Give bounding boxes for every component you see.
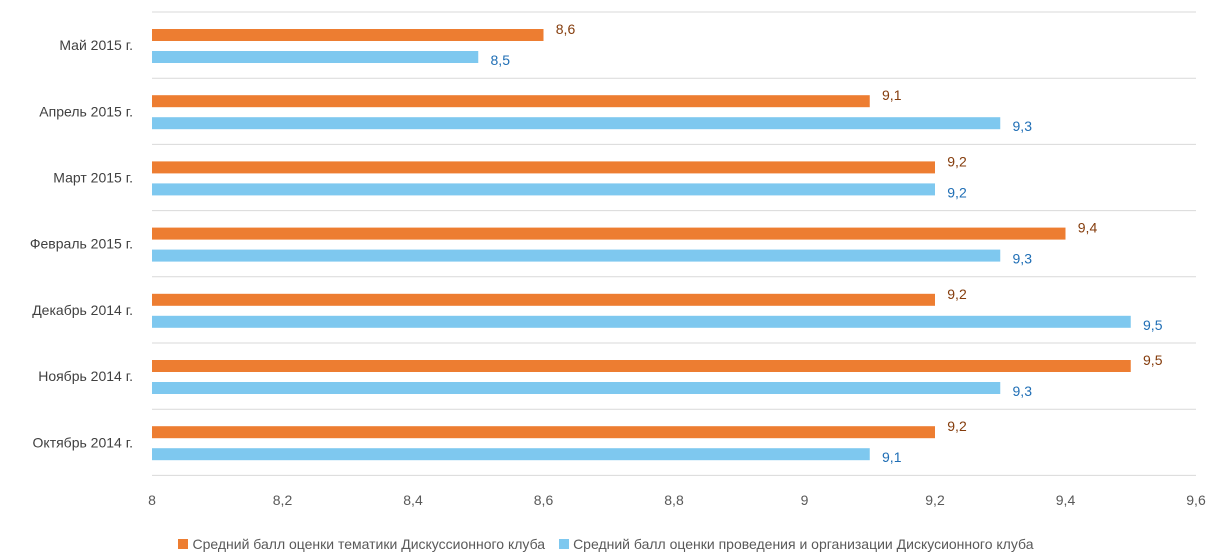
category-label: Ноябрь 2014 г. <box>38 368 133 384</box>
bars: 9,2 9,1 9,5 9,3 9,2 9,5 9,4 9,3 9,2 9,2 9,1 9,3 8,6 8… <box>152 21 1163 465</box>
bar-series-1 <box>152 29 544 41</box>
legend: Средний балл оценки тематики Дискуссионн… <box>0 536 1212 552</box>
x-tick-label: 8,8 <box>664 492 684 508</box>
legend-swatch-series-2 <box>559 539 570 549</box>
category-label: Декабрь 2014 г. <box>32 302 133 318</box>
data-label-series-2: 9,5 <box>1143 317 1163 333</box>
bar-series-2 <box>152 315 1131 328</box>
bar-series-2 <box>152 117 1001 130</box>
bar-series-1 <box>152 426 935 439</box>
legend-label-series-1: Средний балл оценки тематики Дискуссионн… <box>192 536 546 552</box>
data-label-series-2: 9,2 <box>947 184 967 200</box>
bar-series-2 <box>152 249 1001 262</box>
category-labels: Октябрь 2014 г. Ноябрь 2014 г. Декабрь 201… <box>30 37 133 450</box>
legend-label-series-2: Средний балл оценки проведения и организ… <box>573 536 1034 552</box>
bar-series-2 <box>152 183 935 196</box>
x-tick-label: 8,2 <box>273 492 293 508</box>
x-tick-label: 8 <box>148 492 156 508</box>
data-label-series-1: 9,2 <box>947 418 967 434</box>
category-label: Октябрь 2014 г. <box>33 434 133 450</box>
data-label-series-1: 9,4 <box>1078 220 1098 236</box>
bar-series-1 <box>152 161 935 174</box>
data-label-series-1: 8,6 <box>556 21 576 37</box>
bar-series-1 <box>152 95 870 108</box>
x-tick-label: 9,4 <box>1056 492 1076 508</box>
data-label-series-2: 9,3 <box>1013 118 1033 134</box>
category-label: Май 2015 г. <box>59 37 133 53</box>
category-label: Апрель 2015 г. <box>39 103 133 119</box>
x-tick-label: 8,4 <box>403 492 423 508</box>
bar-series-2 <box>152 448 870 461</box>
data-label-series-1: 9,5 <box>1143 352 1163 368</box>
bar-series-1 <box>152 227 1066 240</box>
x-tick-label: 9,6 <box>1186 492 1206 508</box>
legend-item-series-2: Средний балл оценки проведения и организ… <box>559 536 1034 552</box>
bar-series-1 <box>152 293 935 306</box>
legend-swatch-series-1 <box>178 539 189 549</box>
data-label-series-1: 9,2 <box>947 286 967 302</box>
data-label-series-1: 9,2 <box>947 153 967 169</box>
x-tick-label: 8,6 <box>534 492 554 508</box>
data-label-series-2: 9,1 <box>882 449 902 465</box>
bar-series-2 <box>152 382 1001 394</box>
data-label-series-2: 9,3 <box>1013 383 1033 399</box>
legend-item-series-1: Средний балл оценки тематики Дискуссионн… <box>178 536 545 552</box>
data-label-series-2: 8,5 <box>491 52 511 68</box>
category-label: Февраль 2015 г. <box>30 236 133 252</box>
category-label: Март 2015 г. <box>53 170 133 186</box>
data-label-series-1: 9,1 <box>882 87 902 103</box>
bar-series-2 <box>152 51 479 63</box>
data-label-series-2: 9,3 <box>1013 251 1033 267</box>
x-axis-tick-labels: 8 8,2 8,4 8,6 8,8 9 9,2 9,4 9,6 <box>148 492 1206 508</box>
gridlines <box>152 11 1196 476</box>
bar-series-1 <box>152 360 1131 372</box>
x-tick-label: 9,2 <box>925 492 945 508</box>
x-tick-label: 9 <box>801 492 809 508</box>
